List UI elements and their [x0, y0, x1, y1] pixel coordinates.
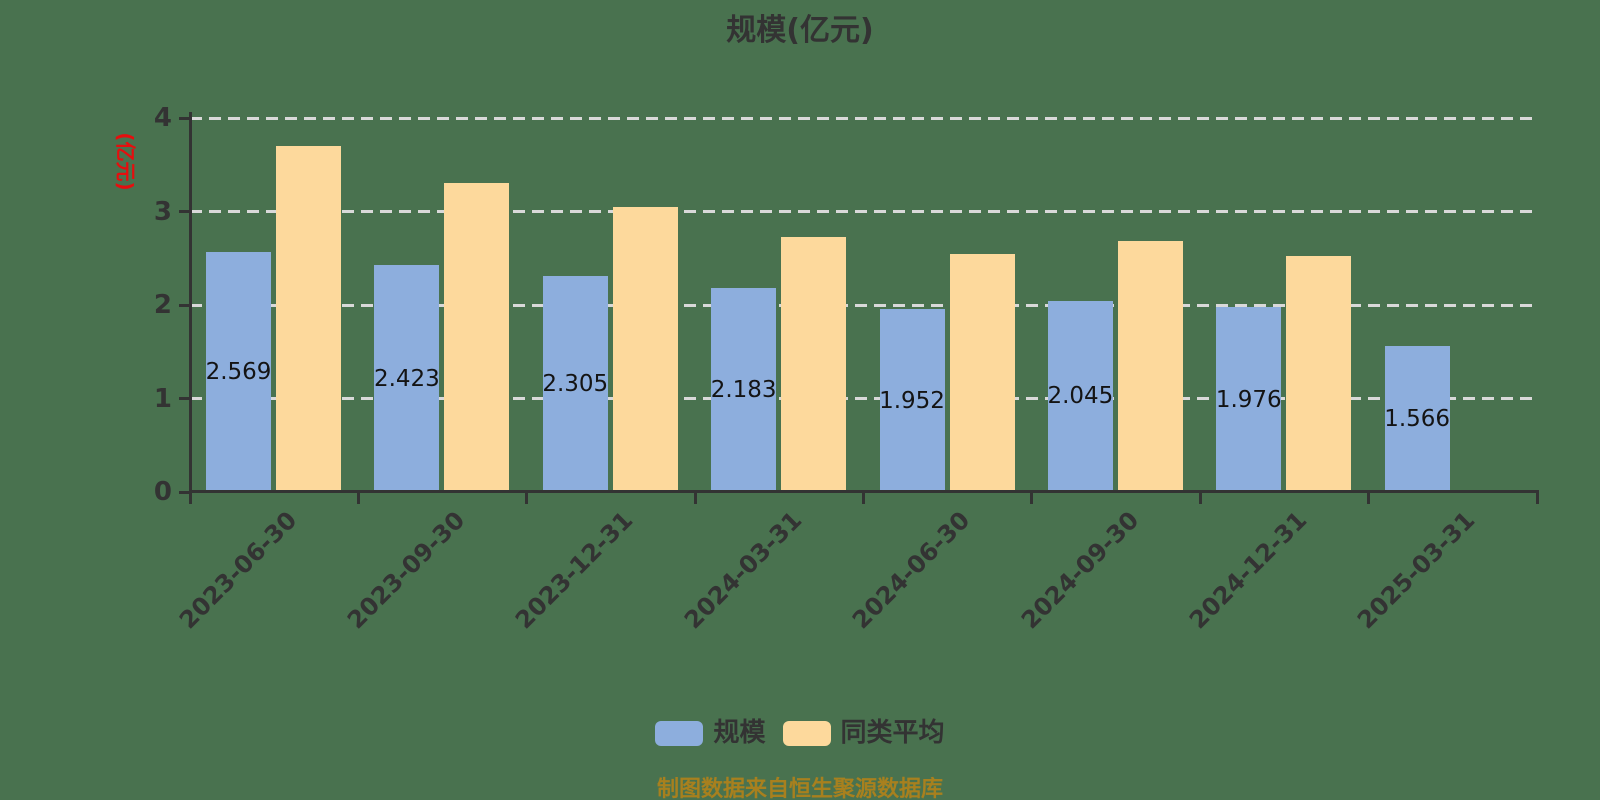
gridline	[190, 116, 1537, 120]
bar-peer-average[interactable]	[276, 146, 341, 492]
bar-value-label: 2.183	[710, 376, 777, 403]
legend-item-peer-average[interactable]: 同类平均	[782, 718, 945, 748]
bar-value-label: 1.566	[1384, 405, 1451, 432]
bar-scale[interactable]: 2.305	[542, 276, 609, 492]
bar-scale[interactable]: 2.183	[710, 287, 777, 492]
bar-value-label: 1.952	[879, 387, 945, 414]
bar-peer-average[interactable]	[1117, 241, 1183, 492]
y-axis-tick-label: 3	[153, 196, 172, 227]
x-axis-tick	[1030, 493, 1034, 504]
x-axis-tick	[188, 493, 192, 504]
bar-peer-average[interactable]	[444, 182, 510, 492]
y-axis-name: (亿元)	[113, 131, 138, 191]
y-axis-line	[189, 112, 192, 503]
chart-title: 规模(亿元)	[726, 13, 874, 48]
bar-value-label: 2.305	[542, 371, 609, 398]
legend-label-peer-average: 同类平均	[840, 718, 945, 748]
y-axis-tick-label: 1	[153, 383, 172, 414]
x-axis-tick	[1367, 493, 1371, 504]
legend-label-scale: 规模	[713, 718, 766, 748]
x-axis-label: 2024-03-31	[678, 506, 808, 635]
x-axis-label: 2024-12-31	[1183, 506, 1313, 635]
x-axis-label: 2025-03-31	[1352, 506, 1481, 635]
gridline	[190, 397, 1537, 400]
x-axis-tick	[1198, 493, 1202, 504]
x-axis-tick	[1535, 493, 1539, 504]
x-axis-tick	[525, 493, 529, 504]
x-axis-line	[189, 490, 1539, 493]
bar-scale[interactable]: 2.569	[205, 251, 272, 492]
bar-scale[interactable]: 1.952	[879, 309, 945, 492]
data-source-note: 制图数据来自恒生聚源数据库	[656, 777, 943, 800]
y-axis-tick-label: 0	[153, 477, 172, 507]
x-axis-label: 2024-09-30	[1015, 506, 1144, 635]
bar-peer-average[interactable]	[781, 236, 847, 492]
legend: 规模 同类平均	[0, 720, 1600, 746]
bar-peer-average[interactable]	[949, 253, 1015, 492]
x-axis-label: 2024-06-30	[847, 506, 976, 635]
y-axis-tick	[179, 303, 190, 307]
bar-scale[interactable]: 1.976	[1215, 307, 1282, 492]
y-axis-tick-label: 2	[153, 290, 172, 320]
y-axis-tick	[179, 490, 190, 494]
x-axis-tick	[356, 493, 360, 504]
gridline	[190, 303, 1537, 307]
legend-swatch-peer-average	[782, 720, 831, 746]
bar-value-label: 2.045	[1047, 383, 1114, 410]
legend-item-scale[interactable]: 规模	[655, 718, 766, 748]
x-axis-tick	[862, 493, 865, 504]
y-axis-tick	[179, 210, 190, 213]
bar-peer-average[interactable]	[612, 206, 678, 492]
bar-scale[interactable]: 1.566	[1384, 345, 1451, 492]
gridline	[190, 210, 1537, 213]
x-axis-tick	[693, 493, 697, 504]
bar-value-label: 2.423	[373, 365, 440, 392]
x-axis-label: 2023-09-30	[342, 506, 471, 635]
bar-scale[interactable]: 2.423	[373, 265, 440, 492]
y-axis-tick	[179, 397, 190, 400]
legend-swatch-scale	[655, 720, 704, 746]
bar-value-label: 1.976	[1215, 386, 1282, 413]
x-axis-label: 2023-06-30	[173, 506, 302, 635]
x-axis-label: 2023-12-31	[510, 506, 639, 635]
bar-scale[interactable]: 2.045	[1047, 300, 1114, 492]
bar-value-label: 2.569	[205, 358, 272, 385]
y-axis-tick-label: 4	[153, 103, 172, 133]
y-axis-tick	[179, 116, 190, 120]
bar-peer-average[interactable]	[1286, 256, 1352, 492]
